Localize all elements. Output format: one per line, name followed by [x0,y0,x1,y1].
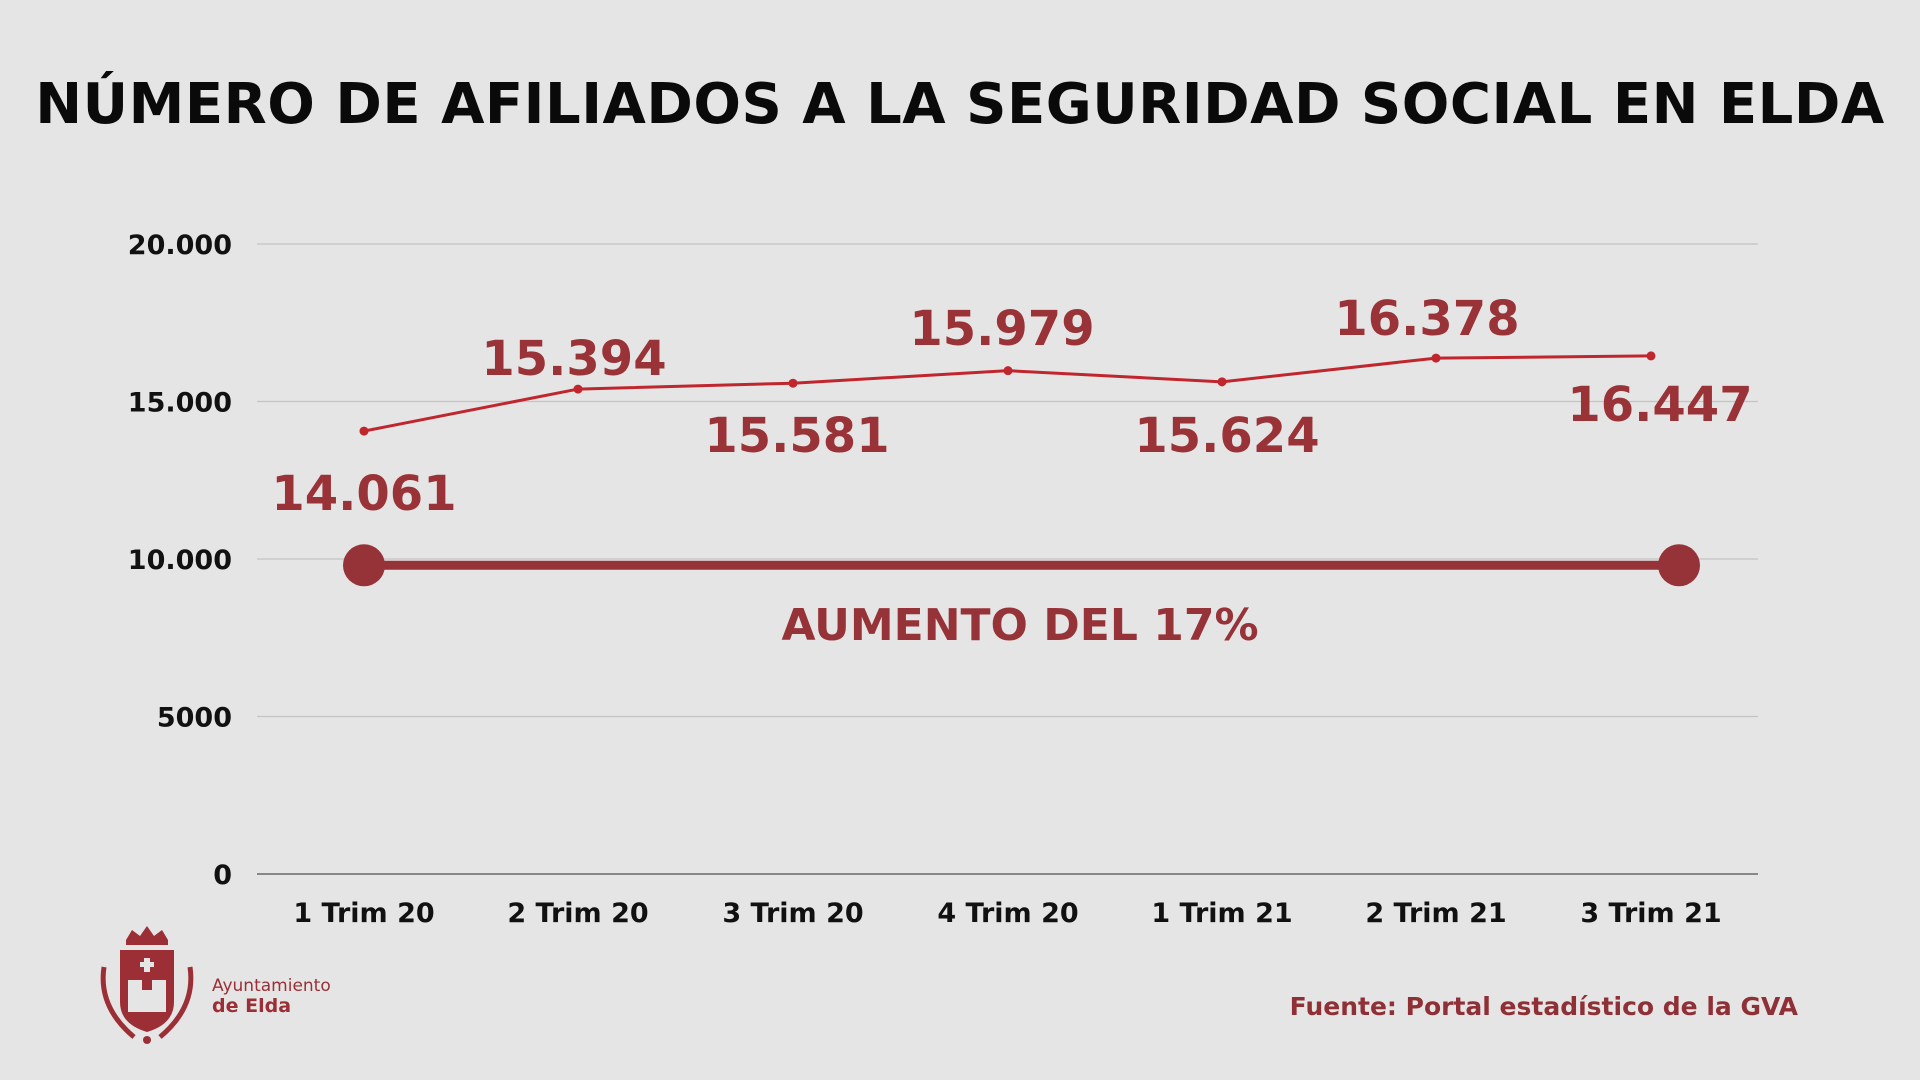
data-point [1003,366,1013,376]
y-tick-label: 10.000 [128,545,232,576]
data-label: 15.581 [704,408,889,464]
data-label: 15.624 [1134,408,1319,464]
y-tick-label: 5000 [157,703,232,734]
x-tick-label: 2 Trim 20 [507,898,648,929]
increase-bar-end [1658,544,1700,587]
ayuntamiento-elda-logo [100,926,194,1044]
logo-text: Ayuntamiento de Elda [212,976,331,1017]
x-tick-label: 2 Trim 21 [1365,898,1506,929]
logo-line1: Ayuntamiento [212,976,331,996]
y-tick-label: 20.000 [128,230,232,261]
data-label: 15.394 [481,331,666,387]
data-point [359,426,369,436]
logo-line2: de Elda [212,995,292,1017]
x-tick-label: 4 Trim 20 [937,898,1078,929]
x-tick-label: 1 Trim 20 [293,898,434,929]
x-tick-label: 1 Trim 21 [1151,898,1292,929]
data-label: 16.447 [1567,377,1752,433]
data-label: 16.378 [1334,291,1519,347]
data-point [1646,351,1656,361]
chart-title: NÚMERO DE AFILIADOS A LA SEGURIDAD SOCIA… [35,72,1885,137]
data-point [788,378,798,388]
x-tick-label: 3 Trim 21 [1580,898,1721,929]
x-tick-label: 3 Trim 20 [722,898,863,929]
data-point [1431,353,1441,363]
data-label: 15.979 [909,301,1094,357]
data-label: 14.061 [271,466,456,522]
increase-annotation: AUMENTO DEL 17% [781,600,1258,651]
source-note: Fuente: Portal estadístico de la GVA [1289,992,1798,1021]
y-tick-label: 0 [213,860,232,891]
data-point [1217,377,1227,387]
y-tick-label: 15.000 [128,388,232,419]
data-point [573,384,583,394]
increase-bar-start [343,544,385,587]
